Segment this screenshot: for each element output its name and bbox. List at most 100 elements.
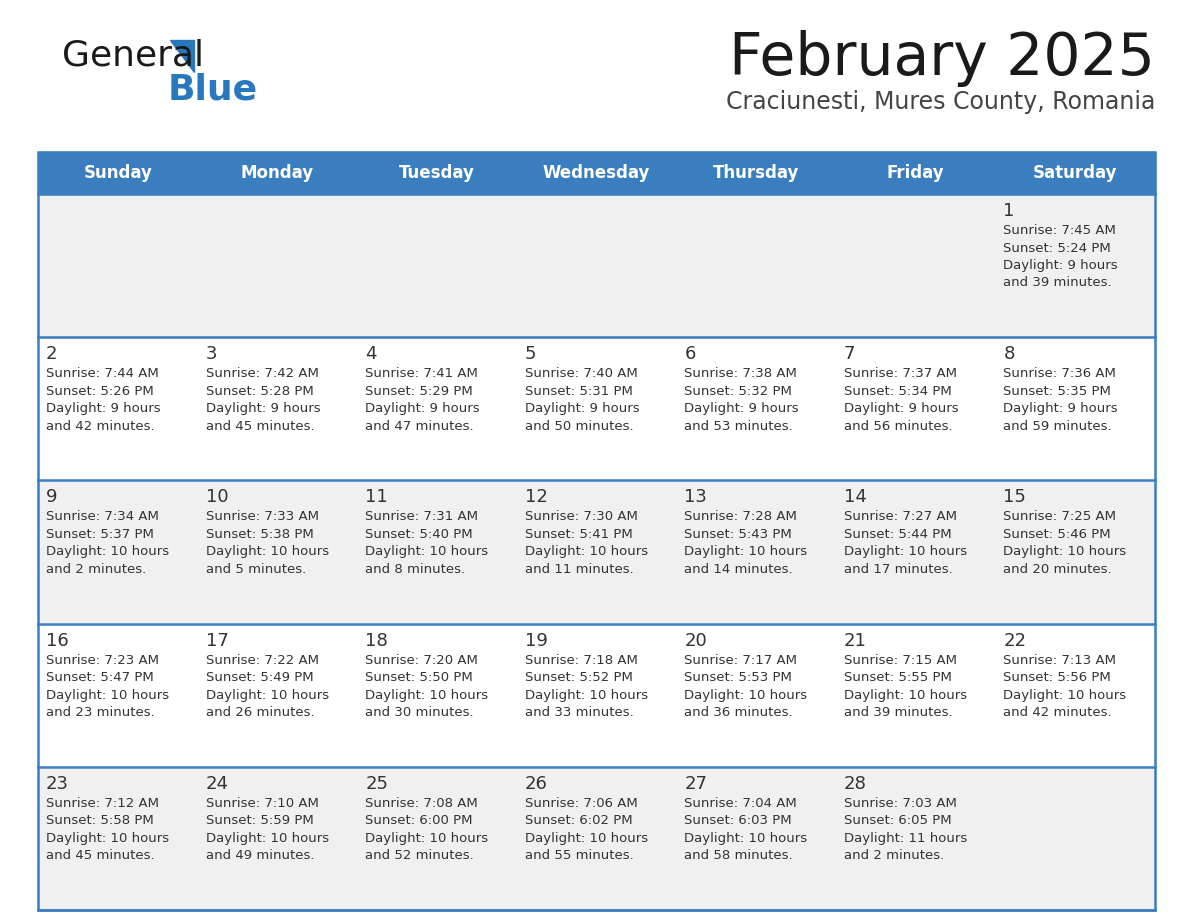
Text: Sunset: 5:24 PM: Sunset: 5:24 PM xyxy=(1004,241,1111,254)
Text: Sunrise: 7:22 AM: Sunrise: 7:22 AM xyxy=(206,654,318,666)
Text: Sunset: 5:52 PM: Sunset: 5:52 PM xyxy=(525,671,632,684)
Text: 14: 14 xyxy=(843,488,867,507)
Bar xyxy=(38,767,1155,910)
Text: Sunrise: 7:34 AM: Sunrise: 7:34 AM xyxy=(46,510,159,523)
Text: Sunrise: 7:12 AM: Sunrise: 7:12 AM xyxy=(46,797,159,810)
Text: 21: 21 xyxy=(843,632,867,650)
Text: Daylight: 9 hours: Daylight: 9 hours xyxy=(206,402,321,415)
Text: Sunset: 6:05 PM: Sunset: 6:05 PM xyxy=(843,814,952,827)
Text: Sunset: 5:32 PM: Sunset: 5:32 PM xyxy=(684,385,792,397)
Text: Sunrise: 7:31 AM: Sunrise: 7:31 AM xyxy=(365,510,478,523)
Text: Sunset: 5:34 PM: Sunset: 5:34 PM xyxy=(843,385,952,397)
Text: February 2025: February 2025 xyxy=(729,30,1155,87)
Text: Saturday: Saturday xyxy=(1032,164,1118,182)
Text: Sunset: 5:58 PM: Sunset: 5:58 PM xyxy=(46,814,153,827)
Text: 27: 27 xyxy=(684,775,707,793)
Text: Sunset: 5:46 PM: Sunset: 5:46 PM xyxy=(1004,528,1111,541)
Text: Sunrise: 7:10 AM: Sunrise: 7:10 AM xyxy=(206,797,318,810)
Text: Tuesday: Tuesday xyxy=(399,164,475,182)
Text: 22: 22 xyxy=(1004,632,1026,650)
Text: Sunrise: 7:44 AM: Sunrise: 7:44 AM xyxy=(46,367,159,380)
Text: Daylight: 10 hours: Daylight: 10 hours xyxy=(843,545,967,558)
Text: and 42 minutes.: and 42 minutes. xyxy=(1004,706,1112,719)
Text: and 53 minutes.: and 53 minutes. xyxy=(684,420,794,432)
Text: Daylight: 10 hours: Daylight: 10 hours xyxy=(684,832,808,845)
Text: Sunrise: 7:06 AM: Sunrise: 7:06 AM xyxy=(525,797,638,810)
Text: 3: 3 xyxy=(206,345,217,364)
Text: and 33 minutes.: and 33 minutes. xyxy=(525,706,633,719)
Text: Sunset: 5:53 PM: Sunset: 5:53 PM xyxy=(684,671,792,684)
Text: Sunset: 6:03 PM: Sunset: 6:03 PM xyxy=(684,814,792,827)
Text: Sunrise: 7:42 AM: Sunrise: 7:42 AM xyxy=(206,367,318,380)
Bar xyxy=(38,152,1155,910)
Bar xyxy=(38,480,1155,623)
Text: 23: 23 xyxy=(46,775,69,793)
Text: and 2 minutes.: and 2 minutes. xyxy=(46,563,146,576)
Text: 15: 15 xyxy=(1004,488,1026,507)
Text: Sunday: Sunday xyxy=(83,164,152,182)
Bar xyxy=(38,337,1155,480)
Text: Daylight: 10 hours: Daylight: 10 hours xyxy=(46,545,169,558)
Text: Sunset: 5:38 PM: Sunset: 5:38 PM xyxy=(206,528,314,541)
Text: Daylight: 9 hours: Daylight: 9 hours xyxy=(843,402,959,415)
Text: Sunrise: 7:45 AM: Sunrise: 7:45 AM xyxy=(1004,224,1117,237)
Text: Sunrise: 7:18 AM: Sunrise: 7:18 AM xyxy=(525,654,638,666)
Text: Daylight: 9 hours: Daylight: 9 hours xyxy=(684,402,798,415)
Text: Sunset: 5:41 PM: Sunset: 5:41 PM xyxy=(525,528,632,541)
Text: Craciunesti, Mures County, Romania: Craciunesti, Mures County, Romania xyxy=(726,90,1155,114)
Text: Daylight: 10 hours: Daylight: 10 hours xyxy=(525,545,647,558)
Text: Daylight: 10 hours: Daylight: 10 hours xyxy=(365,832,488,845)
Text: 1: 1 xyxy=(1004,202,1015,220)
Text: and 45 minutes.: and 45 minutes. xyxy=(206,420,314,432)
Text: and 50 minutes.: and 50 minutes. xyxy=(525,420,633,432)
Text: Sunrise: 7:30 AM: Sunrise: 7:30 AM xyxy=(525,510,638,523)
Text: and 56 minutes.: and 56 minutes. xyxy=(843,420,953,432)
Text: Daylight: 10 hours: Daylight: 10 hours xyxy=(206,832,329,845)
Polygon shape xyxy=(170,40,194,72)
Text: Daylight: 10 hours: Daylight: 10 hours xyxy=(843,688,967,701)
Text: Sunset: 6:02 PM: Sunset: 6:02 PM xyxy=(525,814,632,827)
Text: and 20 minutes.: and 20 minutes. xyxy=(1004,563,1112,576)
Text: 28: 28 xyxy=(843,775,867,793)
Text: and 42 minutes.: and 42 minutes. xyxy=(46,420,154,432)
Text: Daylight: 10 hours: Daylight: 10 hours xyxy=(46,688,169,701)
Text: Daylight: 9 hours: Daylight: 9 hours xyxy=(46,402,160,415)
Text: and 23 minutes.: and 23 minutes. xyxy=(46,706,154,719)
Text: and 45 minutes.: and 45 minutes. xyxy=(46,849,154,862)
Text: Sunset: 5:56 PM: Sunset: 5:56 PM xyxy=(1004,671,1111,684)
Text: 26: 26 xyxy=(525,775,548,793)
Text: and 17 minutes.: and 17 minutes. xyxy=(843,563,953,576)
Text: and 47 minutes.: and 47 minutes. xyxy=(365,420,474,432)
Bar xyxy=(38,152,1155,194)
Text: Sunset: 5:26 PM: Sunset: 5:26 PM xyxy=(46,385,153,397)
Text: 20: 20 xyxy=(684,632,707,650)
Bar xyxy=(38,194,1155,337)
Text: 11: 11 xyxy=(365,488,388,507)
Text: 18: 18 xyxy=(365,632,388,650)
Text: Sunrise: 7:28 AM: Sunrise: 7:28 AM xyxy=(684,510,797,523)
Text: Sunrise: 7:25 AM: Sunrise: 7:25 AM xyxy=(1004,510,1117,523)
Text: Sunrise: 7:37 AM: Sunrise: 7:37 AM xyxy=(843,367,956,380)
Text: and 58 minutes.: and 58 minutes. xyxy=(684,849,792,862)
Text: Daylight: 10 hours: Daylight: 10 hours xyxy=(525,688,647,701)
Text: and 39 minutes.: and 39 minutes. xyxy=(843,706,953,719)
Text: and 55 minutes.: and 55 minutes. xyxy=(525,849,633,862)
Text: Sunset: 5:40 PM: Sunset: 5:40 PM xyxy=(365,528,473,541)
Text: General: General xyxy=(62,38,204,72)
Text: Daylight: 10 hours: Daylight: 10 hours xyxy=(525,832,647,845)
Text: Sunrise: 7:33 AM: Sunrise: 7:33 AM xyxy=(206,510,318,523)
Text: 5: 5 xyxy=(525,345,536,364)
Text: 6: 6 xyxy=(684,345,696,364)
Text: 16: 16 xyxy=(46,632,69,650)
Text: Sunset: 5:44 PM: Sunset: 5:44 PM xyxy=(843,528,952,541)
Text: Daylight: 10 hours: Daylight: 10 hours xyxy=(684,688,808,701)
Text: Sunrise: 7:17 AM: Sunrise: 7:17 AM xyxy=(684,654,797,666)
Text: 17: 17 xyxy=(206,632,228,650)
Text: Sunset: 5:35 PM: Sunset: 5:35 PM xyxy=(1004,385,1111,397)
Text: Daylight: 10 hours: Daylight: 10 hours xyxy=(206,545,329,558)
Text: Sunset: 5:59 PM: Sunset: 5:59 PM xyxy=(206,814,314,827)
Text: Sunset: 5:50 PM: Sunset: 5:50 PM xyxy=(365,671,473,684)
Text: 12: 12 xyxy=(525,488,548,507)
Text: Monday: Monday xyxy=(241,164,314,182)
Text: 2: 2 xyxy=(46,345,57,364)
